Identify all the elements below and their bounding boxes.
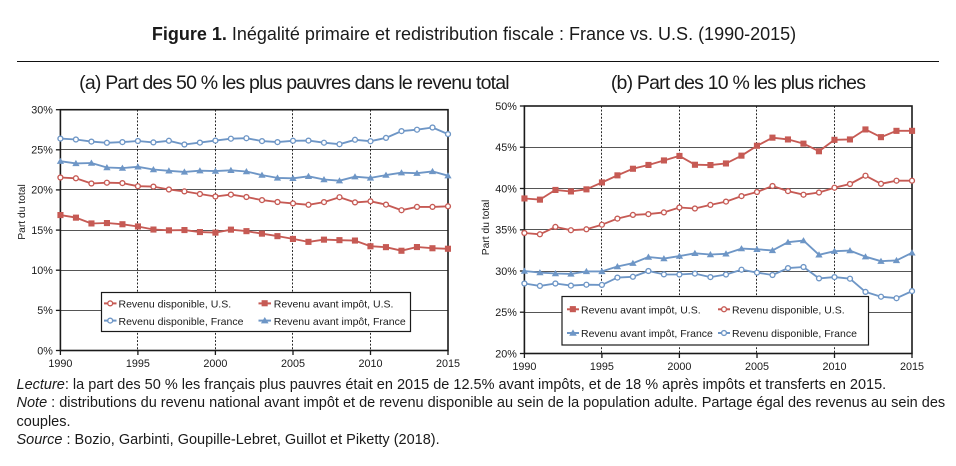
svg-text:0%: 0% <box>37 345 53 357</box>
svg-text:Revenu avant impôt, France: Revenu avant impôt, France <box>581 328 713 340</box>
svg-text:30%: 30% <box>495 266 517 278</box>
svg-text:Part du total: Part du total <box>481 200 492 256</box>
svg-text:25%: 25% <box>31 145 53 157</box>
svg-text:2005: 2005 <box>745 361 769 373</box>
svg-text:Revenu disponible, U.S.: Revenu disponible, U.S. <box>732 305 845 317</box>
svg-text:2005: 2005 <box>281 358 305 370</box>
svg-text:1995: 1995 <box>590 361 614 373</box>
svg-text:Revenu avant impôt, U.S.: Revenu avant impôt, U.S. <box>581 305 701 317</box>
svg-text:Revenu disponible, U.S.: Revenu disponible, U.S. <box>119 299 232 311</box>
svg-text:2015: 2015 <box>900 361 924 373</box>
svg-text:20%: 20% <box>31 185 53 197</box>
svg-text:40%: 40% <box>495 183 517 195</box>
svg-text:5%: 5% <box>37 305 53 317</box>
svg-text:30%: 30% <box>31 105 53 117</box>
svg-text:25%: 25% <box>495 307 517 319</box>
svg-text:2015: 2015 <box>436 358 460 370</box>
svg-text:35%: 35% <box>495 225 517 237</box>
svg-text:1990: 1990 <box>512 361 536 373</box>
svg-text:2010: 2010 <box>358 358 382 370</box>
svg-text:45%: 45% <box>495 142 517 154</box>
svg-text:2000: 2000 <box>667 361 691 373</box>
svg-text:2000: 2000 <box>203 358 227 370</box>
svg-text:Revenu avant impôt, France: Revenu avant impôt, France <box>274 316 406 328</box>
svg-text:15%: 15% <box>31 225 53 237</box>
svg-text:10%: 10% <box>31 265 53 277</box>
svg-text:Revenu avant impôt, U.S.: Revenu avant impôt, U.S. <box>274 299 394 311</box>
svg-text:1995: 1995 <box>126 358 150 370</box>
svg-text:2010: 2010 <box>822 361 846 373</box>
svg-text:Revenu disponible, France: Revenu disponible, France <box>732 328 857 340</box>
svg-text:50%: 50% <box>495 101 517 113</box>
svg-text:Part du total: Part du total <box>17 184 28 240</box>
svg-text:20%: 20% <box>495 348 517 360</box>
svg-text:1990: 1990 <box>48 358 72 370</box>
svg-text:Revenu disponible, France: Revenu disponible, France <box>119 316 244 328</box>
